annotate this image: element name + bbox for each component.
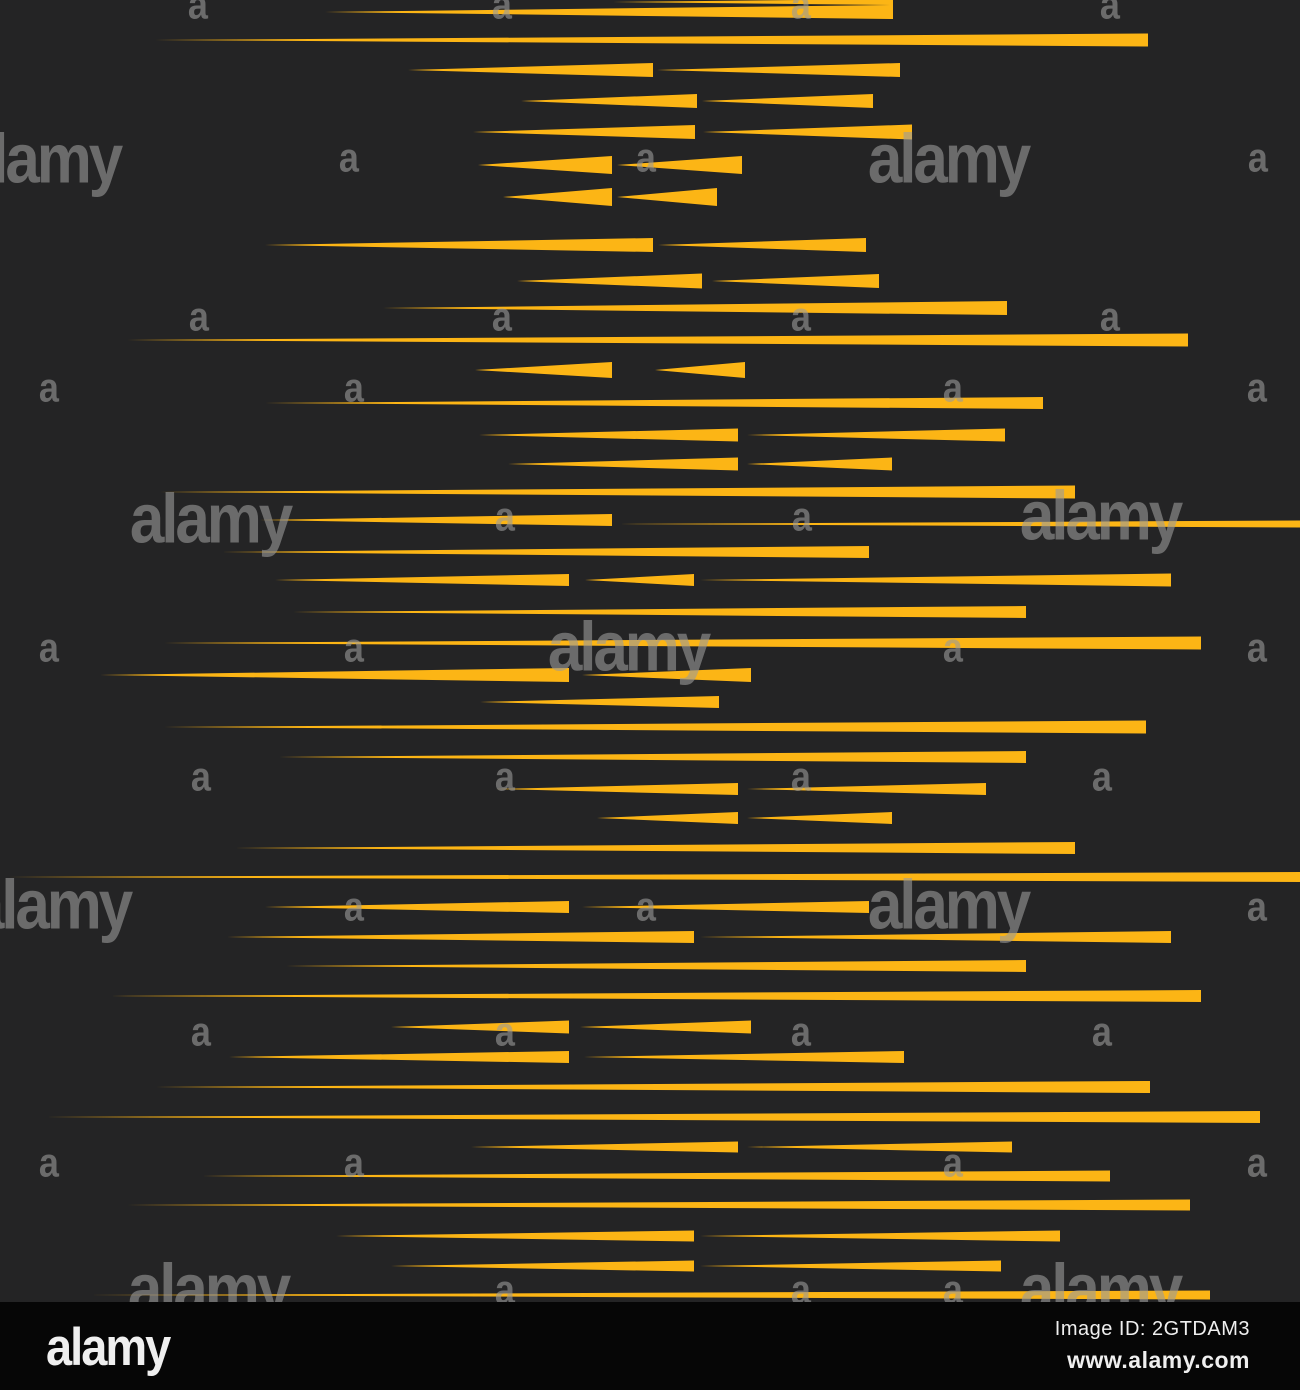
speed-line <box>700 931 1171 943</box>
speed-line <box>747 812 892 824</box>
speed-line <box>8 872 1300 882</box>
speed-line <box>265 397 1043 409</box>
speed-line <box>293 606 1026 618</box>
speed-line <box>120 333 1188 347</box>
speed-line <box>111 990 1201 1002</box>
speed-line <box>275 574 569 586</box>
speed-line <box>703 124 912 140</box>
speed-line <box>471 1141 738 1153</box>
speed-line <box>747 1141 1012 1153</box>
speed-lines-artwork: alamyalamyalamyalamyalamyalamyalamyalamy… <box>0 0 1300 1302</box>
speed-line <box>473 125 695 139</box>
speed-line <box>582 668 751 682</box>
speed-line <box>100 668 569 682</box>
speed-line <box>517 273 702 289</box>
speed-line <box>286 960 1026 972</box>
speed-line <box>122 1199 1190 1211</box>
speed-line <box>617 188 717 206</box>
speed-line <box>508 457 738 471</box>
speed-line <box>391 1260 694 1272</box>
speed-lines-svg <box>8 0 1300 1300</box>
speed-line <box>521 94 697 108</box>
speed-line <box>747 783 986 795</box>
alamy-logo: alamy <box>46 1316 171 1376</box>
speed-line <box>46 1111 1260 1123</box>
speed-line <box>478 156 612 174</box>
speed-line <box>702 94 873 108</box>
speed-line <box>620 520 1300 528</box>
speed-line <box>503 188 612 206</box>
speed-line <box>156 1081 1150 1093</box>
speed-line <box>260 514 612 526</box>
speed-line <box>222 546 869 558</box>
speed-line <box>227 931 694 943</box>
speed-line <box>700 573 1171 587</box>
speed-line <box>747 428 1005 442</box>
speed-line <box>613 0 893 5</box>
speed-line <box>658 238 866 252</box>
speed-line <box>580 1020 751 1034</box>
speed-line <box>164 720 1146 734</box>
speed-line <box>582 901 869 913</box>
speed-line <box>584 1051 904 1063</box>
speed-line <box>155 33 1148 47</box>
speed-line <box>90 1290 1210 1300</box>
speed-line <box>655 362 745 378</box>
speed-line <box>160 485 1075 499</box>
speed-line <box>279 751 1026 763</box>
footer-meta: Image ID: 2GTDAM3 www.alamy.com <box>1055 1318 1250 1374</box>
speed-line <box>712 274 879 288</box>
speed-line <box>747 457 892 471</box>
speed-line <box>265 238 653 252</box>
speed-line <box>657 63 900 77</box>
speed-line <box>235 842 1075 854</box>
speed-line <box>700 1260 1001 1272</box>
speed-line <box>617 156 742 174</box>
speed-line <box>202 1170 1110 1182</box>
alamy-url: www.alamy.com <box>1067 1347 1250 1373</box>
speed-line <box>480 696 719 708</box>
speed-line <box>265 901 569 913</box>
speed-line <box>164 636 1201 650</box>
speed-line <box>408 63 653 77</box>
speed-line <box>391 1020 569 1034</box>
speed-line <box>479 428 738 442</box>
speed-line <box>383 301 1007 315</box>
speed-line <box>475 362 612 378</box>
speed-line <box>700 1230 1060 1242</box>
speed-line <box>229 1051 569 1063</box>
speed-line <box>496 783 738 795</box>
speed-line <box>336 1230 694 1242</box>
speed-line <box>597 812 738 824</box>
speed-line <box>585 574 694 586</box>
speed-line <box>325 5 893 19</box>
footer-bar: alamy Image ID: 2GTDAM3 www.alamy.com <box>0 1302 1300 1390</box>
image-id: Image ID: 2GTDAM3 <box>1054 1318 1250 1340</box>
